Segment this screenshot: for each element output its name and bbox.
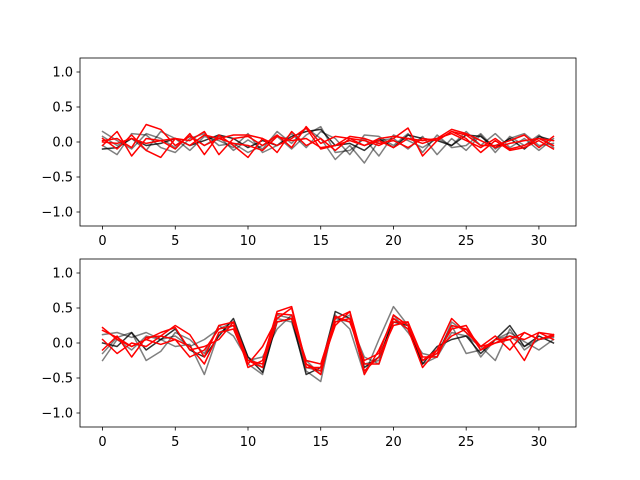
x-tick-label: 30: [531, 234, 548, 249]
series-line-8: [101, 312, 555, 376]
series-line-7: [101, 310, 555, 365]
x-tick-label: 25: [458, 234, 475, 249]
x-tick-label: 20: [385, 234, 402, 249]
y-tick-label: −1.0: [41, 407, 73, 422]
y-tick-label: 0.0: [52, 136, 73, 151]
x-tick-label: 0: [98, 435, 106, 450]
x-tick-label: 15: [312, 234, 329, 249]
series-line-6: [101, 130, 555, 159]
top-subplot: 0 5 10 15 20 25 30 −1.0 −0.5 0.0 0.5 1.0: [41, 57, 577, 249]
y-tick-label: 1.0: [52, 267, 73, 282]
y-tick-label: 0.0: [52, 337, 73, 352]
x-tick-label: 5: [171, 435, 179, 450]
x-tick-label: 10: [240, 435, 257, 450]
x-tick-label: 0: [98, 234, 106, 249]
x-tick-label: 20: [385, 435, 402, 450]
series-line-2: [101, 125, 555, 157]
y-tick-label: 0.5: [52, 101, 73, 116]
y-tick-label: 1.0: [52, 66, 73, 81]
x-tick-label: 30: [531, 435, 548, 450]
x-tick-label: 15: [312, 435, 329, 450]
y-tick-label: 0.5: [52, 302, 73, 317]
x-tick-label: 5: [171, 234, 179, 249]
series-line-8: [101, 128, 555, 152]
x-tick-label: 10: [240, 234, 257, 249]
x-tick-label: 25: [458, 435, 475, 450]
y-tick-label: −0.5: [41, 372, 73, 387]
y-tick-label: −1.0: [41, 206, 73, 221]
y-tick-label: −0.5: [41, 171, 73, 186]
bottom-subplot: 0 5 10 15 20 25 30 −1.0 −0.5 0.0 0.5 1.0: [41, 258, 577, 450]
